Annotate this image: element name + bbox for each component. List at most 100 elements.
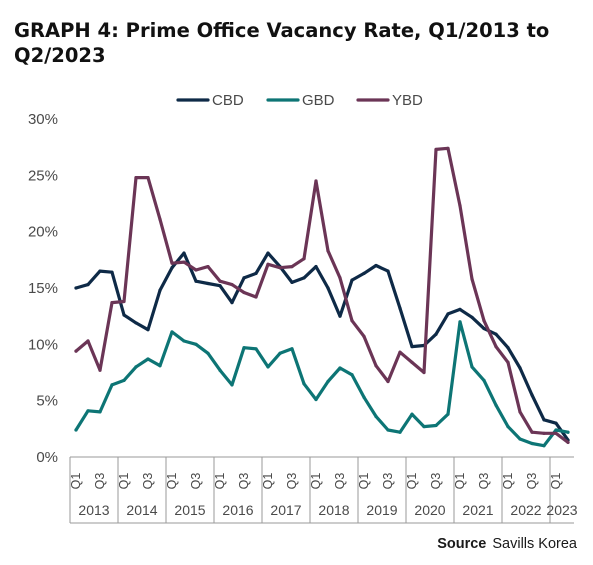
data-point-gbd bbox=[242, 346, 246, 350]
y-tick-label: 10% bbox=[28, 336, 58, 353]
series-cbd bbox=[74, 251, 570, 442]
data-point-ybd bbox=[242, 290, 246, 295]
data-point-gbd bbox=[518, 437, 522, 441]
data-point-ybd bbox=[566, 440, 570, 444]
data-point-cbd bbox=[398, 306, 402, 310]
year-label: 2015 bbox=[174, 502, 205, 518]
data-point-gbd bbox=[398, 430, 402, 434]
data-point-ybd bbox=[278, 266, 282, 270]
year-label: 2013 bbox=[78, 502, 109, 518]
data-point-cbd bbox=[338, 314, 342, 318]
x-tick-label: Q3 bbox=[381, 473, 395, 490]
data-point-gbd bbox=[350, 373, 354, 377]
data-point-cbd bbox=[290, 280, 294, 284]
data-point-ybd bbox=[110, 301, 114, 305]
chart-title: GRAPH 4: Prime Office Vacancy Rate, Q1/2… bbox=[14, 19, 550, 67]
y-tick-label: 20% bbox=[28, 224, 58, 241]
data-point-gbd bbox=[254, 347, 258, 351]
data-point-gbd bbox=[170, 330, 174, 334]
x-tick-label: Q1 bbox=[405, 473, 419, 490]
legend-label-gbd: GBD bbox=[302, 92, 335, 109]
data-point-gbd bbox=[566, 430, 570, 434]
data-point-cbd bbox=[98, 269, 102, 273]
data-point-gbd bbox=[410, 412, 414, 416]
data-point-ybd bbox=[122, 299, 126, 304]
x-tick-label: Q1 bbox=[261, 473, 275, 490]
x-tick-label: Q3 bbox=[333, 473, 347, 490]
year-label: 2020 bbox=[414, 502, 445, 518]
data-point-ybd bbox=[458, 204, 462, 208]
data-point-gbd bbox=[182, 339, 186, 343]
x-tick-label: Q3 bbox=[285, 473, 299, 490]
data-point-gbd bbox=[470, 365, 474, 369]
series-line-gbd bbox=[74, 320, 570, 448]
series-gbd bbox=[74, 320, 570, 448]
data-point-cbd bbox=[434, 332, 438, 336]
data-point-ybd bbox=[182, 260, 186, 264]
data-point-ybd bbox=[230, 283, 234, 287]
x-tick-label: Q1 bbox=[309, 473, 323, 490]
x-tick-label: Q3 bbox=[189, 473, 203, 490]
data-point-ybd bbox=[338, 276, 342, 280]
data-point-gbd bbox=[206, 351, 210, 355]
data-point-cbd bbox=[74, 286, 78, 290]
data-point-cbd bbox=[542, 418, 546, 422]
year-label: 2021 bbox=[462, 502, 493, 518]
year-label: 2022 bbox=[510, 502, 541, 518]
data-point-gbd bbox=[74, 428, 78, 432]
data-point-cbd bbox=[110, 270, 114, 274]
data-point-ybd bbox=[518, 410, 522, 414]
data-point-ybd bbox=[434, 147, 438, 152]
data-point-cbd bbox=[554, 421, 558, 425]
x-tick-label: Q1 bbox=[357, 473, 371, 490]
data-point-gbd bbox=[494, 403, 498, 407]
data-point-gbd bbox=[530, 441, 534, 446]
data-point-cbd bbox=[362, 271, 366, 275]
x-axis: Q1 Q3 Q1 Q3 Q1 Q3 Q1 Q3 Q1 Q3 Q1 Q3 Q1 Q3 Q1 Q3 Q1 Q3 Q1 Q3… bbox=[69, 456, 578, 524]
data-point-cbd bbox=[470, 315, 474, 319]
data-point-gbd bbox=[86, 409, 90, 413]
year-label: 2019 bbox=[366, 502, 397, 518]
data-point-gbd bbox=[362, 395, 366, 399]
data-point-ybd bbox=[446, 146, 450, 150]
data-point-cbd bbox=[242, 276, 246, 280]
data-point-gbd bbox=[194, 342, 198, 346]
data-point-ybd bbox=[494, 344, 498, 349]
data-point-cbd bbox=[386, 269, 390, 273]
legend-item-ybd: YBD bbox=[356, 92, 423, 109]
data-point-cbd bbox=[506, 346, 510, 350]
data-point-cbd bbox=[158, 288, 162, 292]
legend-item-cbd: CBD bbox=[176, 92, 244, 109]
data-point-ybd bbox=[482, 319, 486, 323]
data-point-cbd bbox=[410, 344, 414, 349]
y-tick-label: 0% bbox=[36, 449, 58, 466]
legend-label-ybd: YBD bbox=[392, 92, 423, 109]
series-line-ybd bbox=[74, 146, 570, 444]
data-point-gbd bbox=[98, 410, 102, 414]
data-point-gbd bbox=[374, 414, 378, 419]
data-point-cbd bbox=[446, 312, 450, 316]
data-point-ybd bbox=[422, 370, 426, 375]
x-tick-label: Q3 bbox=[141, 473, 155, 490]
x-tick-label: Q1 bbox=[453, 473, 467, 490]
data-point-ybd bbox=[206, 264, 210, 269]
y-axis: 0% 5% 10% 15% 20% 25% 30% bbox=[28, 111, 58, 466]
data-point-gbd bbox=[302, 382, 306, 386]
legend-item-gbd: GBD bbox=[266, 92, 335, 109]
data-point-gbd bbox=[134, 365, 138, 369]
data-point-ybd bbox=[350, 319, 354, 323]
legend-label-cbd: CBD bbox=[212, 92, 244, 109]
year-label: 2023 bbox=[546, 502, 577, 518]
data-point-gbd bbox=[218, 368, 222, 372]
data-point-gbd bbox=[554, 428, 558, 432]
data-point-gbd bbox=[446, 412, 450, 416]
data-point-cbd bbox=[218, 284, 222, 288]
data-point-gbd bbox=[266, 365, 270, 369]
data-point-cbd bbox=[374, 263, 378, 268]
data-point-ybd bbox=[86, 339, 90, 343]
data-point-gbd bbox=[146, 357, 150, 361]
data-point-ybd bbox=[218, 279, 222, 283]
data-point-gbd bbox=[542, 444, 546, 448]
x-tick-label: Q3 bbox=[525, 473, 539, 490]
